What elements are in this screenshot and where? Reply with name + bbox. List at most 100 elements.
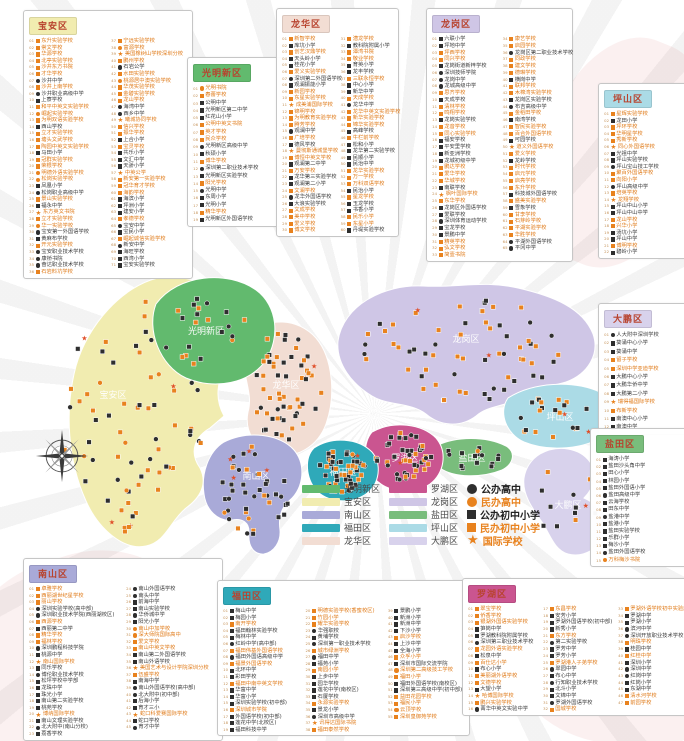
map-public-school-marker-icon [552,407,558,413]
map-private-school-marker-icon [423,367,429,373]
school-index: 52 [111,136,116,142]
school-item: 02 库坑小学 [281,43,336,50]
school-item: 43 龙岗区实验学校 [502,97,569,104]
school-index: 37 [502,56,508,62]
international-school-star-icon: ★ [288,147,295,156]
map-public-school-marker-icon [482,391,488,397]
private-school-marker-icon [35,269,40,275]
map-public-school-marker-icon [391,454,397,460]
school-name: 翠园中学 [555,666,577,673]
school-index: 16 [223,706,228,712]
private-school-marker-icon [35,45,40,50]
school-index: 35 [340,62,346,68]
public-school-marker-icon [610,349,615,355]
public-school-marker-icon [35,98,40,103]
map-private-school-marker-icon [264,336,270,342]
school-item: 20 新秀小学 [542,626,613,633]
school-name: 时代学校 [514,164,536,171]
school-item: 10 聚百外国语学校 [603,170,684,177]
map-private-school-marker-icon [117,429,123,435]
private-school-marker-icon [117,91,122,97]
school-index: 07 [468,646,473,652]
school-name: 西丽湖世纪星学校 [41,592,84,599]
public-high-marker-icon [199,144,204,150]
school-item: 03 丽山学校 [28,599,121,606]
school-item: 13 梅沙小学 [595,542,684,549]
map-public-school-marker-icon [458,463,464,469]
school-item: 35 启园学校 [502,43,569,50]
school-item: 33 潭湾书院 [340,49,395,56]
school-name: 罗湖小学 [630,619,652,626]
school-item: 52 龙岭学校 [502,158,569,165]
map-public-school-marker-icon [551,359,557,365]
school-index: 09 [29,638,34,644]
school-name: 坪山中山中学 [616,209,648,216]
school-index: 44 [502,103,508,109]
map-public-high-marker-icon [115,477,121,483]
public-high-marker-icon [132,725,137,730]
school-index: 17 [432,144,437,149]
school-index: 09 [596,514,601,520]
map-international-school-star-icon: ★ [583,502,589,510]
public-high-marker-icon [624,674,629,679]
school-index: 13 [432,117,437,122]
school-index: 15 [29,130,34,136]
map-public-school-marker-icon [483,298,489,304]
school-item: 13 华富中学 [222,687,300,694]
school-index: 06 [596,492,601,498]
school-index: 64 [502,238,508,244]
school-item: 44 华茂实验学校 [110,84,188,91]
public-school-marker-icon [602,529,607,534]
school-item: 58 民乐小学 [340,214,395,221]
map-public-school-marker-icon [240,451,247,457]
school-name: 笋岗中学 [480,626,502,633]
school-index: 48 [111,110,116,116]
school-name: 陶园中英文实验学校 [41,143,89,150]
public-high-marker-icon [117,65,122,70]
district-color-swatch [302,523,340,532]
school-item: 20 明德实验学校(香蜜校区) [304,608,382,615]
public-school-marker-icon [438,212,443,217]
public-school-marker-icon [438,37,443,42]
school-index: 12 [29,658,34,664]
map-private-school-marker-icon [533,343,539,349]
school-index: 18 [29,698,34,704]
private-school-marker-icon [624,694,629,699]
school-name: 大望小学 [480,686,502,693]
private-school-marker-icon [288,228,293,233]
map-public-school-marker-icon [462,320,468,326]
school-name: 盐田外国语小学 [608,484,646,491]
private-school-marker-icon [288,136,293,141]
public-school-marker-icon [311,708,317,713]
school-name: 民众学校 [205,136,227,143]
public-school-marker-icon [229,628,234,634]
school-item: 16 福安学校 [431,137,498,144]
map-international-school-star-icon: ★ [415,307,421,315]
school-name: 科技城外国语学校 [514,191,558,198]
school-item: 63 建安小学 [110,209,188,216]
school-index: 43 [502,96,508,102]
school-index: 07 [596,500,601,506]
international-school-star-icon: ★ [132,710,139,719]
school-item: 67 崛起诚信实验学校 [110,236,188,243]
private-school-marker-icon [549,607,554,612]
map-private-school-marker-icon [198,440,204,446]
map-public-high-marker-icon [479,452,485,458]
map-public-high-marker-icon [236,467,242,473]
school-name: 盛美实验学校 [514,198,547,204]
school-index: 12 [604,424,609,430]
school-name: 曦城协同学校 [124,117,157,124]
school-item: 42 下沙小学 [387,628,465,635]
school-name: 深圳实验学校(初中部) [235,700,287,707]
school-index: 05 [223,634,228,640]
school-item: 12 深圳第二职业技术学校 [192,165,286,172]
map-public-school-marker-icon [99,348,105,354]
school-index: 66 [111,229,116,235]
private-school-marker-icon [347,175,352,180]
legend-district-row: 福田区 [302,523,380,534]
private-high-marker-icon [602,558,607,563]
map-private-school-marker-icon [345,463,351,469]
map-private-school-marker-icon [264,354,270,360]
school-index: 11 [193,158,198,164]
school-name: 富源学校 [123,44,145,51]
